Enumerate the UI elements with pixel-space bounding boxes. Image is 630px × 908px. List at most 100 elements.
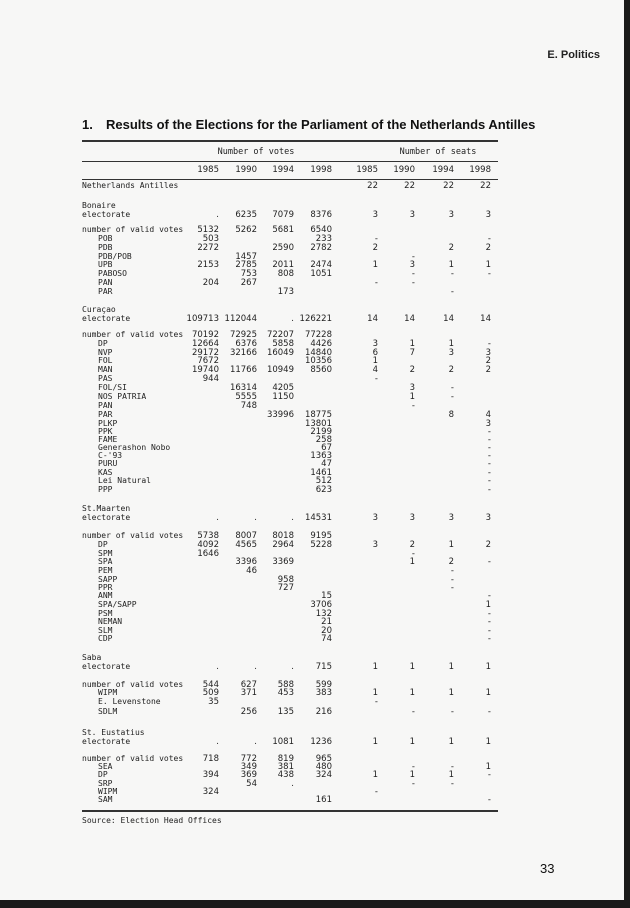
row-label: SLM — [98, 626, 113, 635]
seats-cell: 8 — [448, 410, 454, 420]
row-label: PSM — [98, 609, 113, 618]
votes-cell: 1051 — [310, 269, 332, 279]
seats-cell: 1 — [448, 770, 454, 780]
votes-cell: 6540 — [310, 225, 332, 235]
seats-cell: - — [411, 269, 415, 279]
seats-group-header: Number of seats — [399, 147, 477, 157]
seats-cell: - — [411, 707, 415, 717]
seats-cell: 2 — [485, 243, 491, 253]
votes-cell: 324 — [315, 770, 332, 780]
seats-cell: 3 — [448, 513, 454, 523]
row-label: NVP — [98, 348, 113, 357]
votes-cell: 32166 — [229, 348, 257, 358]
votes-cell: 1081 — [272, 737, 294, 747]
votes-cell: 1457 — [235, 252, 257, 262]
votes-cell: 5555 — [235, 392, 257, 402]
votes-cell: . — [291, 779, 294, 789]
votes-cell: 256 — [240, 707, 257, 717]
seats-cell: 1 — [372, 688, 378, 698]
votes-cell: 5681 — [272, 225, 294, 235]
seats-cell: 4 — [485, 410, 491, 420]
table-title: Results of the Elections for the Parliam… — [106, 117, 536, 132]
seats-cell: 2 — [485, 540, 491, 550]
votes-cell: 3369 — [272, 557, 294, 567]
row-label: SAPP — [98, 575, 118, 584]
row-label: PLKP — [98, 419, 118, 428]
seats-cell: 1 — [485, 600, 491, 610]
seats-cell: 3 — [372, 540, 378, 550]
votes-cell: 2782 — [310, 243, 332, 253]
seats-cell: 1 — [485, 762, 491, 772]
row-label: electorate — [82, 210, 131, 219]
votes-cell: 3706 — [310, 600, 332, 610]
table-top-rule — [82, 140, 498, 142]
votes-cell: 8376 — [310, 210, 332, 220]
row-label: PAR — [98, 410, 113, 419]
vote-year-header: 1990 — [235, 165, 257, 175]
seats-cell: 1 — [448, 737, 454, 747]
row-label: FAME — [98, 435, 118, 444]
votes-cell: 216 — [315, 707, 332, 717]
row-label: electorate — [82, 513, 131, 522]
votes-cell: 599 — [315, 680, 332, 690]
votes-cell: 1363 — [310, 451, 332, 461]
seats-cell: - — [487, 617, 491, 627]
votes-cell: . — [291, 513, 294, 523]
seats-cell: 1 — [409, 688, 415, 698]
seats-cell: 1 — [409, 662, 415, 672]
vote-year-header: 1985 — [197, 165, 219, 175]
votes-cell: 204 — [202, 278, 219, 288]
seats-cell: - — [411, 762, 415, 772]
votes-cell: 2474 — [310, 260, 332, 270]
row-label: PDB — [98, 243, 113, 252]
votes-cell: 394 — [202, 770, 219, 780]
votes-cell: 33996 — [266, 410, 294, 420]
seats-cell: 2 — [448, 557, 454, 567]
seats-cell: - — [450, 287, 454, 297]
seats-cell: 14 — [480, 314, 491, 324]
votes-cell: 5738 — [197, 531, 219, 541]
votes-cell: 509 — [202, 688, 219, 698]
votes-cell: 15 — [321, 591, 332, 601]
row-label: PAR — [98, 287, 113, 296]
seats-cell: 22 — [480, 181, 491, 191]
seats-cell: 1 — [372, 737, 378, 747]
seats-cell: 1 — [448, 662, 454, 672]
seats-cell: - — [487, 634, 491, 644]
seats-cell: 22 — [367, 181, 378, 191]
votes-cell: . — [254, 662, 257, 672]
seats-cell: - — [487, 609, 491, 619]
votes-cell: 161 — [315, 795, 332, 805]
votes-cell: 5858 — [272, 339, 294, 349]
votes-cell: 623 — [315, 485, 332, 495]
votes-cell: 480 — [315, 762, 332, 772]
row-label: Generashon Nobo — [98, 443, 171, 452]
seats-cell: 3 — [485, 419, 491, 429]
votes-cell: 588 — [277, 680, 294, 690]
row-label: number of valid votes — [82, 531, 184, 540]
votes-cell: 2590 — [272, 243, 294, 253]
votes-cell: 13801 — [304, 419, 332, 429]
seats-cell: - — [450, 575, 454, 585]
votes-cell: 944 — [202, 374, 219, 384]
seats-cell: - — [450, 779, 454, 789]
seats-cell: 2 — [409, 365, 415, 375]
seats-cell: 1 — [409, 770, 415, 780]
seats-cell: 3 — [409, 260, 415, 270]
votes-cell: 5228 — [310, 540, 332, 550]
seats-cell: 14 — [367, 314, 378, 324]
row-label: electorate — [82, 314, 131, 323]
seats-cell: 1 — [372, 662, 378, 672]
seats-cell: - — [487, 269, 491, 279]
votes-cell: 2785 — [235, 260, 257, 270]
votes-cell: 753 — [240, 269, 257, 279]
seats-cell: - — [487, 443, 491, 453]
seats-cell: - — [487, 427, 491, 437]
seats-cell: 3 — [372, 339, 378, 349]
seat-year-header: 1990 — [393, 165, 415, 175]
votes-cell: 54 — [246, 779, 257, 789]
seats-cell: - — [374, 697, 378, 707]
seats-cell: - — [411, 278, 415, 288]
votes-cell: 8007 — [235, 531, 257, 541]
votes-cell: 727 — [277, 583, 294, 593]
